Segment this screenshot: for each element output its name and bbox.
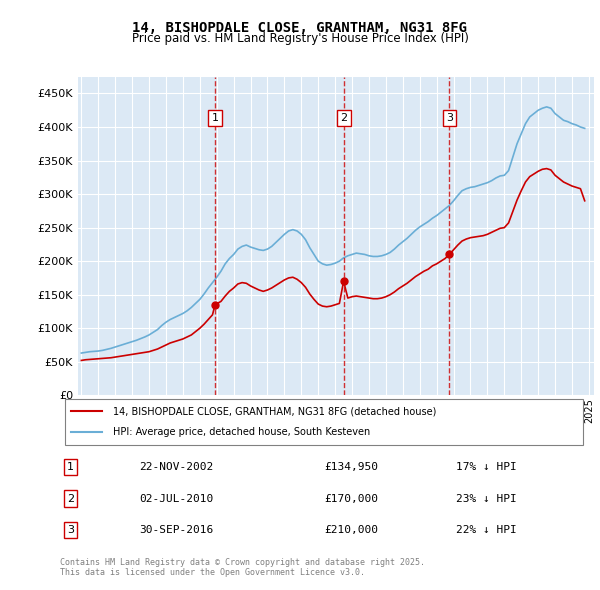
Text: 22-NOV-2002: 22-NOV-2002 — [139, 462, 214, 472]
Text: 1: 1 — [212, 113, 218, 123]
Text: 23% ↓ HPI: 23% ↓ HPI — [456, 494, 517, 503]
Text: 22% ↓ HPI: 22% ↓ HPI — [456, 525, 517, 535]
Text: 14, BISHOPDALE CLOSE, GRANTHAM, NG31 8FG: 14, BISHOPDALE CLOSE, GRANTHAM, NG31 8FG — [133, 21, 467, 35]
Text: 2: 2 — [340, 113, 347, 123]
Text: £210,000: £210,000 — [324, 525, 378, 535]
Text: Price paid vs. HM Land Registry's House Price Index (HPI): Price paid vs. HM Land Registry's House … — [131, 32, 469, 45]
Text: 02-JUL-2010: 02-JUL-2010 — [139, 494, 214, 503]
Text: £170,000: £170,000 — [324, 494, 378, 503]
Text: 30-SEP-2016: 30-SEP-2016 — [139, 525, 214, 535]
Text: £134,950: £134,950 — [324, 462, 378, 472]
Text: 14, BISHOPDALE CLOSE, GRANTHAM, NG31 8FG (detached house): 14, BISHOPDALE CLOSE, GRANTHAM, NG31 8FG… — [113, 407, 436, 417]
Text: 3: 3 — [67, 525, 74, 535]
Text: 17% ↓ HPI: 17% ↓ HPI — [456, 462, 517, 472]
Text: 1: 1 — [67, 462, 74, 472]
FancyBboxPatch shape — [65, 399, 583, 444]
Text: 3: 3 — [446, 113, 453, 123]
Text: Contains HM Land Registry data © Crown copyright and database right 2025.
This d: Contains HM Land Registry data © Crown c… — [60, 558, 425, 577]
Text: 2: 2 — [67, 494, 74, 503]
Text: HPI: Average price, detached house, South Kesteven: HPI: Average price, detached house, Sout… — [113, 427, 370, 437]
